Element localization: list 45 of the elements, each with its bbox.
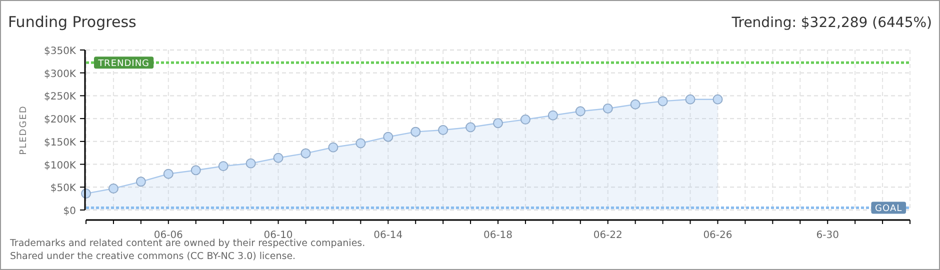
x-tick-label: 06-22 xyxy=(593,230,622,241)
point xyxy=(493,118,503,128)
point xyxy=(575,106,586,116)
point xyxy=(630,99,640,110)
y-tick-label: $200K xyxy=(44,114,76,126)
point xyxy=(190,165,201,176)
y-tick-label: $50K xyxy=(50,183,76,194)
y-tick-label: $100K xyxy=(44,160,76,172)
point xyxy=(466,122,476,132)
x-tick-label: 06-18 xyxy=(483,230,513,241)
point xyxy=(602,104,613,114)
point xyxy=(685,94,696,104)
ref-line-label: TRENDING xyxy=(97,59,150,70)
point xyxy=(136,176,146,187)
x-tick-label: 6-30 xyxy=(816,230,839,241)
chart-subtitle: Trending: $322,289 (6445%) xyxy=(730,15,932,31)
text: Shared under the creative commons (CC BY-NC 3.0) license. xyxy=(10,251,296,262)
point xyxy=(410,126,421,137)
x-tick-label: 06-10 xyxy=(264,230,293,241)
point xyxy=(520,114,530,124)
y-tick-label: $300K xyxy=(44,68,76,80)
point xyxy=(438,125,448,135)
y-tick-label: $150K xyxy=(44,137,76,148)
ref-line-label: GOAL xyxy=(875,204,902,214)
point xyxy=(658,96,668,106)
point xyxy=(246,158,256,168)
text: Trademarks and related content are owned by their respective companies. xyxy=(9,238,366,249)
point xyxy=(548,110,558,120)
point xyxy=(356,138,366,148)
x-tick-label: 06-26 xyxy=(703,230,732,241)
y-tick-label: $350K xyxy=(44,46,76,57)
chart-title: Funding Progress xyxy=(8,13,137,31)
y-tick-label: $250K xyxy=(44,92,76,103)
x-tick-label: 06-14 xyxy=(374,230,403,241)
x-tick-label: 06-06 xyxy=(154,230,183,241)
point xyxy=(163,168,174,179)
point xyxy=(712,94,723,104)
point xyxy=(328,142,338,152)
y-tick-label: $0 xyxy=(63,206,76,217)
point xyxy=(273,152,284,163)
point xyxy=(108,184,118,194)
point xyxy=(383,132,394,142)
point xyxy=(218,161,228,172)
point xyxy=(300,148,311,158)
y-axis-title: PLEDGED xyxy=(19,105,29,155)
